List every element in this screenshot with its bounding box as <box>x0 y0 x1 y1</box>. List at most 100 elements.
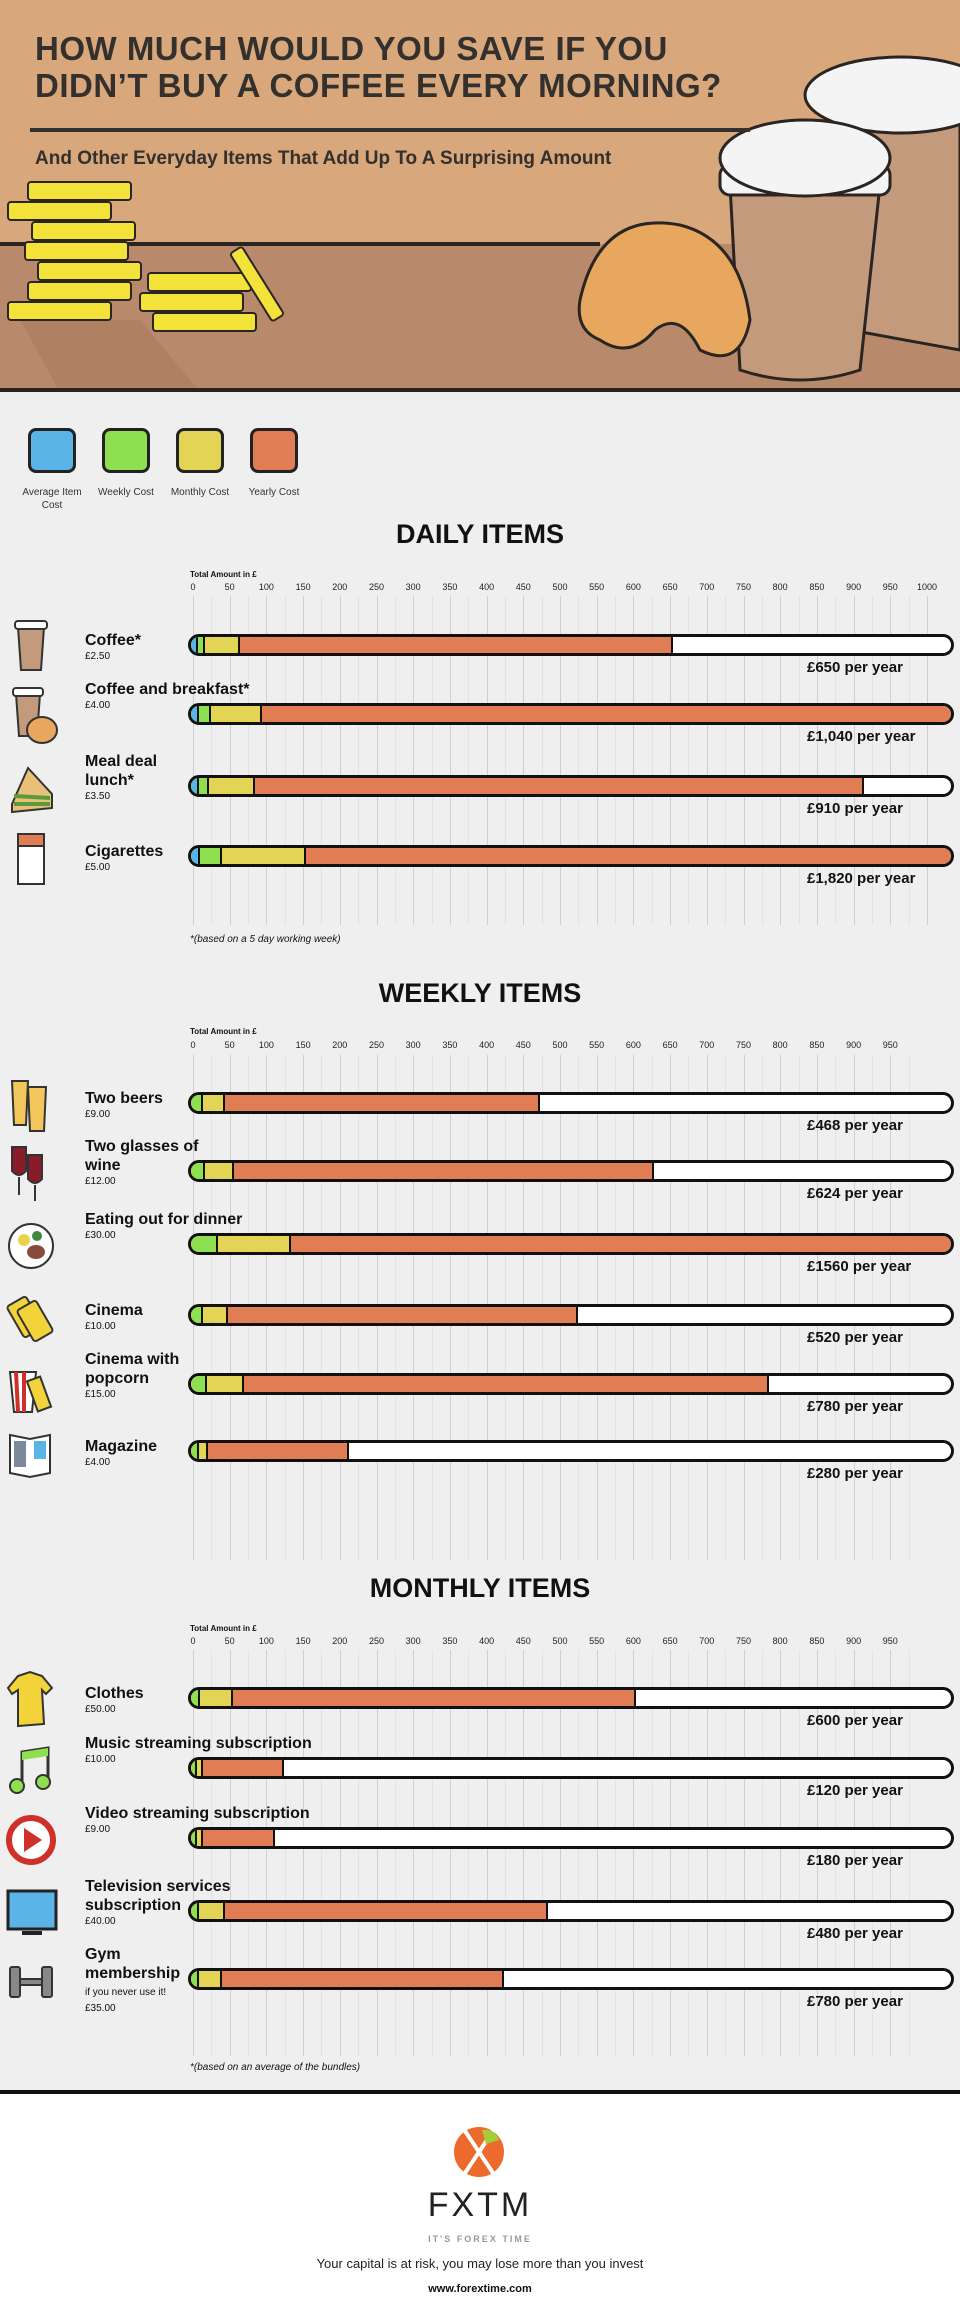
item-name: Eating out for dinner £30.00 <box>85 1210 315 1243</box>
item-cost-segment <box>191 637 198 653</box>
tick-label: 500 <box>552 1040 568 1050</box>
item-price: £40.00 <box>85 1916 116 1927</box>
per-year-label: £780 per year <box>807 1398 903 1415</box>
tick-label: 250 <box>368 582 385 592</box>
gridline <box>835 1650 837 2056</box>
tick-label: 750 <box>735 582 752 592</box>
item-price: £9.00 <box>85 1824 111 1835</box>
item-cost-segment <box>191 778 199 794</box>
tick-label: 250 <box>368 1040 385 1050</box>
tick-label: 800 <box>772 1040 788 1050</box>
brand-tagline: IT'S FOREX TIME <box>428 2234 532 2244</box>
tick-label: 900 <box>846 1040 862 1050</box>
gridline <box>596 596 598 925</box>
item-price: £9.00 <box>85 1109 111 1120</box>
stacked-bar <box>188 1757 954 1779</box>
tick-label: 0 <box>190 1040 196 1050</box>
tick-label: 600 <box>625 1040 641 1050</box>
gridline <box>816 596 818 925</box>
coffee-cup-icon <box>14 620 48 671</box>
gridline <box>633 596 635 925</box>
title-divider <box>30 128 750 132</box>
footer-divider <box>0 2090 960 2094</box>
gridline <box>706 596 708 925</box>
gridline <box>303 596 305 925</box>
legend-label: Monthly Cost <box>170 487 230 498</box>
gridline <box>633 1650 635 2056</box>
per-year-label: £780 per year <box>807 1993 903 2010</box>
popcorn-icon <box>8 1371 53 1413</box>
tick-label: 850 <box>809 1040 825 1050</box>
play-button-icon <box>6 1815 56 1865</box>
item-price: £30.00 <box>85 1230 116 1241</box>
item-name: Two beers £9.00 <box>85 1089 210 1122</box>
gridline <box>725 596 727 925</box>
tick-label: 550 <box>589 582 605 592</box>
item-price: £35.00 <box>85 2003 116 2014</box>
gridline <box>670 1650 672 2056</box>
gridline <box>321 1650 323 2056</box>
item-name-text: Clothes <box>85 1685 144 1702</box>
gridline <box>816 1650 818 2056</box>
axis-title: Total Amount in £ <box>190 1027 257 1036</box>
gridline <box>394 596 396 925</box>
weekly-segment <box>191 1830 198 1846</box>
gridline <box>413 1650 415 2056</box>
item-price: £3.50 <box>85 791 111 802</box>
gridline <box>578 596 580 925</box>
gridline <box>431 596 433 925</box>
tick-label: 300 <box>405 1636 421 1646</box>
stacked-bar <box>188 1304 954 1326</box>
gridline <box>596 1650 598 2056</box>
gridline <box>651 596 653 925</box>
gridline <box>248 1650 250 2056</box>
yearly-segment <box>191 1095 540 1111</box>
tick-label: 650 <box>662 582 678 592</box>
gridline <box>413 596 415 925</box>
coffee-croissant-icon <box>12 687 58 744</box>
gridline <box>376 596 378 925</box>
tick-label: 800 <box>772 582 788 592</box>
legend-swatch <box>176 428 224 473</box>
tick-label: 300 <box>405 1040 421 1050</box>
sandwich-icon <box>11 766 53 814</box>
item-price: £50.00 <box>85 1704 116 1715</box>
item-name-text: Meal deal lunch* <box>85 753 158 789</box>
tick-label: 50 <box>224 1636 235 1646</box>
gridline <box>303 1650 305 2056</box>
tick-label: 50 <box>224 1040 235 1050</box>
section-title: MONTHLY ITEMS <box>369 1573 591 1603</box>
monthly-segment <box>191 1903 226 1919</box>
item-price: £10.00 <box>85 1754 116 1765</box>
item-name: Two glasses of wine £12.00 <box>85 1137 210 1189</box>
gridline <box>284 1650 286 2056</box>
gridline <box>890 1650 892 2056</box>
yearly-segment <box>191 1760 285 1776</box>
per-year-label: £280 per year <box>807 1465 903 1482</box>
stacked-bar <box>188 1968 954 1990</box>
stacked-bar <box>188 845 954 867</box>
gridline <box>541 596 543 925</box>
weekly-segment <box>191 1236 219 1252</box>
website-link[interactable]: www.forextime.com <box>428 2283 532 2295</box>
item-price: £15.00 <box>85 1389 116 1400</box>
gridline <box>908 596 910 925</box>
yearly-segment <box>191 1163 655 1179</box>
tick-label: 950 <box>882 1636 898 1646</box>
yearly-segment <box>191 1903 549 1919</box>
tick-label: 100 <box>258 582 274 592</box>
gridline <box>193 1650 194 2056</box>
item-name: Clothes £50.00 <box>85 1684 210 1717</box>
title-line-1: HOW MUCH WOULD YOU SAVE IF YOU <box>35 30 668 67</box>
tick-label: 950 <box>882 1040 898 1050</box>
gridline <box>743 1650 745 2056</box>
weekly-segment <box>191 1903 199 1919</box>
tick-label: 0 <box>190 582 196 592</box>
gridline <box>339 1650 341 2056</box>
item-name-text: Music streaming subscription <box>85 1735 312 1752</box>
gridline <box>431 1650 433 2056</box>
weekly-segment <box>191 1971 199 1987</box>
per-year-label: £600 per year <box>807 1712 903 1729</box>
item-price: £2.50 <box>85 651 111 662</box>
dumbbell-icon <box>9 1966 53 1998</box>
